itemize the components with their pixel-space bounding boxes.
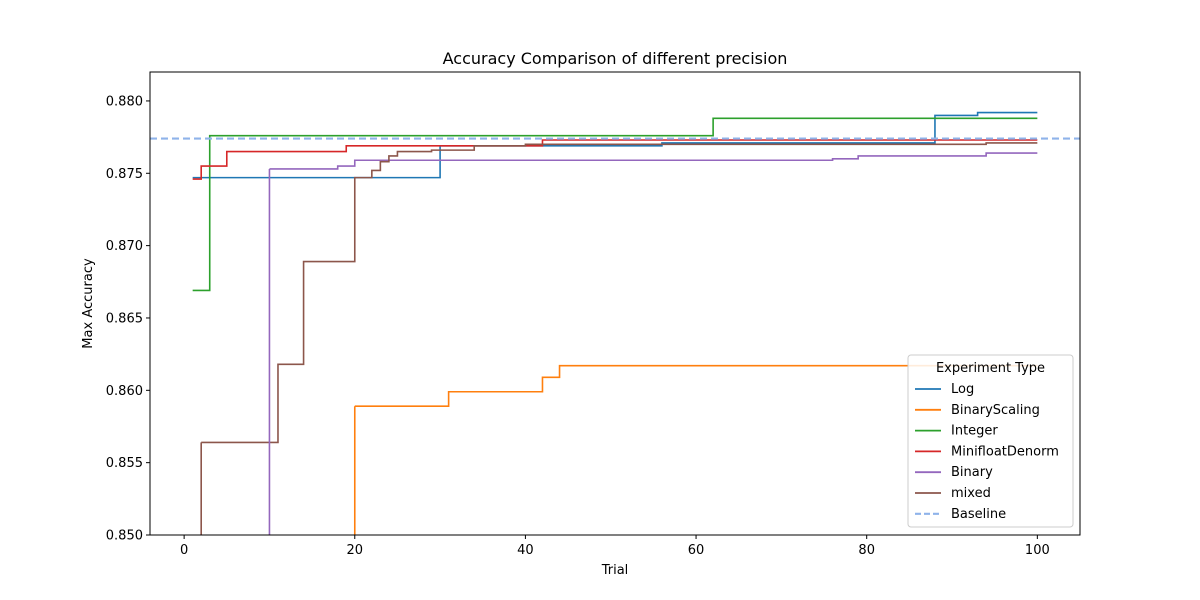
y-tick-label: 0.860 — [106, 384, 143, 399]
legend-label-log: Log — [951, 382, 974, 397]
legend-label-binaryscaling: BinaryScaling — [951, 403, 1040, 418]
plot-area — [150, 111, 1080, 535]
y-axis-label: Max Accuracy — [81, 258, 96, 349]
x-axis-label: Trial — [601, 563, 629, 578]
legend-label-binary: Binary — [951, 465, 993, 480]
legend-label-minifloatdenorm: MinifloatDenorm — [951, 444, 1059, 459]
legend: Experiment Type Log BinaryScaling Integer Mi… — [907, 354, 1074, 528]
y-tick-label: 0.865 — [106, 311, 143, 326]
axes-frame — [149, 71, 1081, 536]
ticks: 0 20 40 60 80 100 0.850 0.855 0.860 0.865 0.870 0.8… — [106, 94, 1050, 558]
x-tick-label: 20 — [346, 543, 363, 558]
x-tick-label: 80 — [858, 543, 875, 558]
x-tick-label: 40 — [517, 543, 534, 558]
series-line-minifloatdenorm — [192, 139, 1038, 180]
legend-label-mixed: mixed — [951, 486, 991, 501]
x-tick-label: 0 — [180, 543, 188, 558]
x-tick-label: 60 — [688, 543, 705, 558]
legend-box — [907, 354, 1074, 528]
y-tick-label: 0.855 — [106, 456, 143, 471]
y-tick-label: 0.870 — [106, 239, 143, 254]
series-line-binaryscaling — [354, 364, 1038, 408]
x-tick-label: 100 — [1025, 543, 1050, 558]
y-tick-label: 0.850 — [106, 529, 143, 544]
legend-title: Experiment Type — [936, 361, 1045, 376]
series-line-mixed — [201, 142, 1038, 444]
series-line-integer — [192, 117, 1038, 292]
chart-title: Accuracy Comparison of different precisi… — [443, 49, 788, 68]
y-tick-label: 0.875 — [106, 167, 143, 182]
legend-label-baseline: Baseline — [951, 507, 1006, 522]
y-tick-label: 0.880 — [106, 94, 143, 109]
legend-label-integer: Integer — [951, 424, 998, 439]
series-line-binary — [269, 152, 1038, 170]
